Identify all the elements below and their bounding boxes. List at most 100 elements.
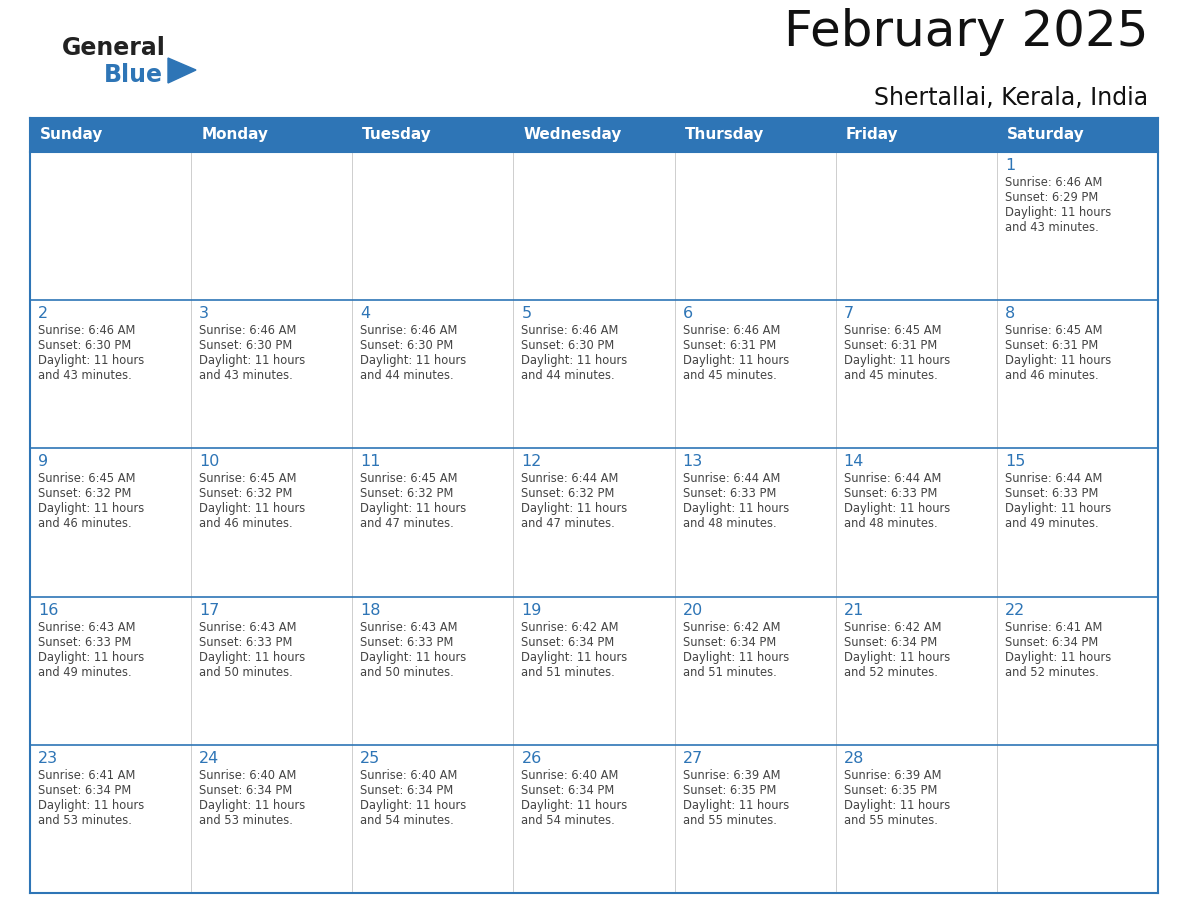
Text: Sunset: 6:33 PM: Sunset: 6:33 PM — [38, 635, 132, 649]
Text: General: General — [62, 36, 166, 60]
Text: and 47 minutes.: and 47 minutes. — [360, 518, 454, 531]
Text: 8: 8 — [1005, 307, 1015, 321]
Text: 21: 21 — [843, 602, 864, 618]
Text: and 43 minutes.: and 43 minutes. — [38, 369, 132, 382]
Text: and 46 minutes.: and 46 minutes. — [1005, 369, 1099, 382]
Text: and 43 minutes.: and 43 minutes. — [200, 369, 293, 382]
Text: Daylight: 11 hours: Daylight: 11 hours — [843, 354, 950, 367]
Text: Sunset: 6:34 PM: Sunset: 6:34 PM — [360, 784, 454, 797]
Text: Monday: Monday — [201, 128, 268, 142]
Text: Sunrise: 6:44 AM: Sunrise: 6:44 AM — [683, 473, 781, 486]
Text: 2: 2 — [38, 307, 49, 321]
Text: 6: 6 — [683, 307, 693, 321]
Text: and 45 minutes.: and 45 minutes. — [683, 369, 776, 382]
Text: Daylight: 11 hours: Daylight: 11 hours — [38, 799, 144, 812]
Text: Sunrise: 6:45 AM: Sunrise: 6:45 AM — [200, 473, 297, 486]
Text: and 50 minutes.: and 50 minutes. — [360, 666, 454, 678]
Text: and 50 minutes.: and 50 minutes. — [200, 666, 293, 678]
Text: 27: 27 — [683, 751, 703, 766]
Text: and 44 minutes.: and 44 minutes. — [360, 369, 454, 382]
Text: Sunrise: 6:43 AM: Sunrise: 6:43 AM — [38, 621, 135, 633]
Text: Sunset: 6:32 PM: Sunset: 6:32 PM — [360, 487, 454, 500]
Text: Sunset: 6:33 PM: Sunset: 6:33 PM — [200, 635, 292, 649]
Text: Daylight: 11 hours: Daylight: 11 hours — [360, 502, 467, 515]
Text: 23: 23 — [38, 751, 58, 766]
Text: Sunset: 6:35 PM: Sunset: 6:35 PM — [843, 784, 937, 797]
Text: 17: 17 — [200, 602, 220, 618]
Text: Sunset: 6:32 PM: Sunset: 6:32 PM — [200, 487, 292, 500]
Text: Daylight: 11 hours: Daylight: 11 hours — [360, 799, 467, 812]
Text: Sunset: 6:32 PM: Sunset: 6:32 PM — [38, 487, 132, 500]
Text: and 55 minutes.: and 55 minutes. — [843, 813, 937, 827]
Bar — [30, 744, 1158, 893]
Text: Daylight: 11 hours: Daylight: 11 hours — [843, 799, 950, 812]
Text: Wednesday: Wednesday — [524, 128, 621, 142]
Text: Sunrise: 6:45 AM: Sunrise: 6:45 AM — [1005, 324, 1102, 337]
Text: and 48 minutes.: and 48 minutes. — [843, 518, 937, 531]
Text: Daylight: 11 hours: Daylight: 11 hours — [38, 502, 144, 515]
Text: Sunset: 6:30 PM: Sunset: 6:30 PM — [38, 339, 131, 353]
Text: 7: 7 — [843, 307, 854, 321]
Text: Sunset: 6:34 PM: Sunset: 6:34 PM — [38, 784, 131, 797]
Text: and 44 minutes.: and 44 minutes. — [522, 369, 615, 382]
Text: Sunrise: 6:40 AM: Sunrise: 6:40 AM — [200, 768, 297, 782]
Text: and 51 minutes.: and 51 minutes. — [522, 666, 615, 678]
Text: Sunrise: 6:46 AM: Sunrise: 6:46 AM — [200, 324, 297, 337]
Text: Sunset: 6:32 PM: Sunset: 6:32 PM — [522, 487, 615, 500]
Text: Sunrise: 6:42 AM: Sunrise: 6:42 AM — [522, 621, 619, 633]
Text: 20: 20 — [683, 602, 703, 618]
Text: and 45 minutes.: and 45 minutes. — [843, 369, 937, 382]
Text: Sunset: 6:31 PM: Sunset: 6:31 PM — [683, 339, 776, 353]
Text: Daylight: 11 hours: Daylight: 11 hours — [843, 651, 950, 664]
Text: 10: 10 — [200, 454, 220, 469]
Text: Daylight: 11 hours: Daylight: 11 hours — [522, 502, 627, 515]
Text: Sunrise: 6:45 AM: Sunrise: 6:45 AM — [843, 324, 941, 337]
Text: Thursday: Thursday — [684, 128, 764, 142]
Text: Sunrise: 6:39 AM: Sunrise: 6:39 AM — [683, 768, 781, 782]
Text: Sunrise: 6:46 AM: Sunrise: 6:46 AM — [1005, 176, 1102, 189]
Text: 11: 11 — [360, 454, 381, 469]
Text: Sunset: 6:31 PM: Sunset: 6:31 PM — [843, 339, 937, 353]
Text: Daylight: 11 hours: Daylight: 11 hours — [683, 651, 789, 664]
Text: and 52 minutes.: and 52 minutes. — [843, 666, 937, 678]
Text: 5: 5 — [522, 307, 531, 321]
Text: Sunrise: 6:44 AM: Sunrise: 6:44 AM — [843, 473, 941, 486]
Text: Sunset: 6:30 PM: Sunset: 6:30 PM — [522, 339, 614, 353]
Text: and 55 minutes.: and 55 minutes. — [683, 813, 777, 827]
Text: and 43 minutes.: and 43 minutes. — [1005, 221, 1099, 234]
Text: Sunrise: 6:46 AM: Sunrise: 6:46 AM — [522, 324, 619, 337]
Text: Sunrise: 6:41 AM: Sunrise: 6:41 AM — [1005, 621, 1102, 633]
Bar — [30, 152, 1158, 300]
Text: Daylight: 11 hours: Daylight: 11 hours — [683, 502, 789, 515]
Text: and 48 minutes.: and 48 minutes. — [683, 518, 776, 531]
Text: Sunrise: 6:42 AM: Sunrise: 6:42 AM — [683, 621, 781, 633]
Text: 3: 3 — [200, 307, 209, 321]
Text: 1: 1 — [1005, 158, 1015, 173]
Text: 14: 14 — [843, 454, 864, 469]
Text: 18: 18 — [360, 602, 381, 618]
Bar — [30, 597, 1158, 744]
Text: 28: 28 — [843, 751, 864, 766]
Text: 16: 16 — [38, 602, 58, 618]
Text: Daylight: 11 hours: Daylight: 11 hours — [522, 651, 627, 664]
Text: February 2025: February 2025 — [784, 8, 1148, 56]
Text: Sunset: 6:33 PM: Sunset: 6:33 PM — [683, 487, 776, 500]
Text: and 52 minutes.: and 52 minutes. — [1005, 666, 1099, 678]
Text: Sunset: 6:30 PM: Sunset: 6:30 PM — [200, 339, 292, 353]
Text: Sunrise: 6:40 AM: Sunrise: 6:40 AM — [360, 768, 457, 782]
Text: Daylight: 11 hours: Daylight: 11 hours — [522, 354, 627, 367]
Text: Sunrise: 6:46 AM: Sunrise: 6:46 AM — [38, 324, 135, 337]
Text: Sunset: 6:33 PM: Sunset: 6:33 PM — [1005, 487, 1098, 500]
Text: Sunrise: 6:46 AM: Sunrise: 6:46 AM — [360, 324, 457, 337]
Text: Daylight: 11 hours: Daylight: 11 hours — [38, 651, 144, 664]
Text: Sunrise: 6:45 AM: Sunrise: 6:45 AM — [38, 473, 135, 486]
Text: Daylight: 11 hours: Daylight: 11 hours — [38, 354, 144, 367]
Text: and 53 minutes.: and 53 minutes. — [38, 813, 132, 827]
Text: Daylight: 11 hours: Daylight: 11 hours — [360, 651, 467, 664]
Text: Sunset: 6:34 PM: Sunset: 6:34 PM — [843, 635, 937, 649]
Text: Daylight: 11 hours: Daylight: 11 hours — [1005, 651, 1111, 664]
Text: Tuesday: Tuesday — [362, 128, 432, 142]
Text: 12: 12 — [522, 454, 542, 469]
Text: and 54 minutes.: and 54 minutes. — [522, 813, 615, 827]
Text: Sunrise: 6:46 AM: Sunrise: 6:46 AM — [683, 324, 781, 337]
